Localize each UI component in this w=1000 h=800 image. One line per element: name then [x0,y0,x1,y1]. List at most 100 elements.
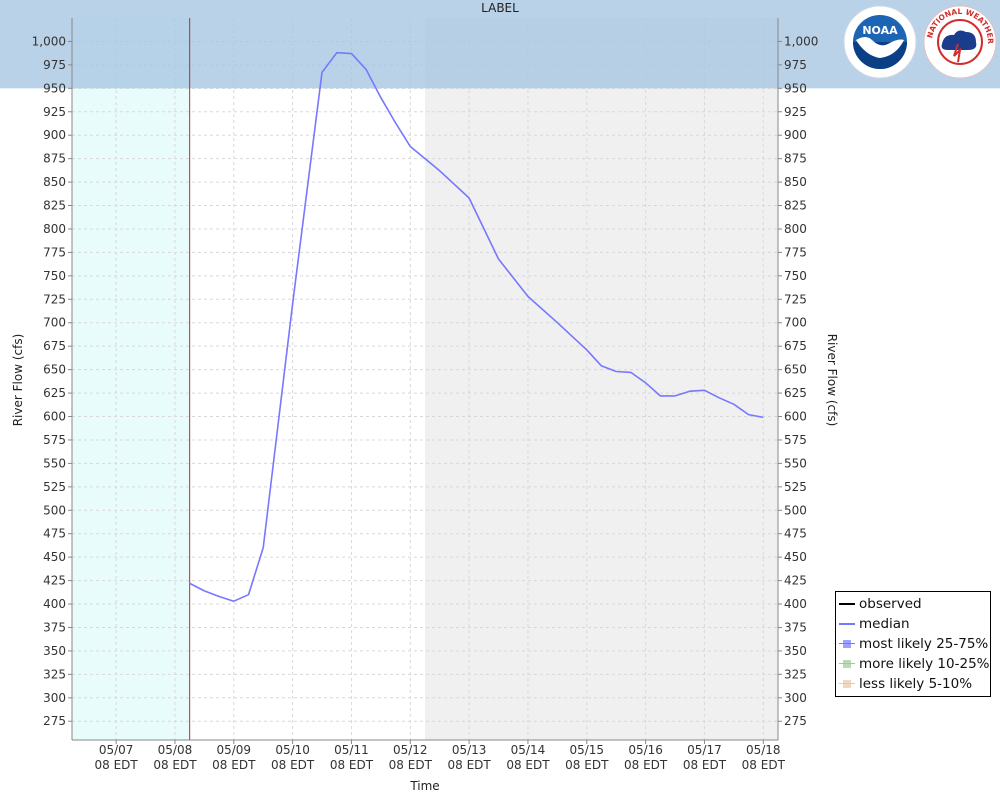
y-tick-label-left: 600 [43,410,66,424]
y-tick-label-left: 775 [43,245,66,259]
y-tick-label-left: 450 [43,550,66,564]
y-tick-label-right: 475 [784,527,807,541]
x-tick-label-date: 05/07 [99,743,134,757]
legend-label: less likely 5-10% [859,676,973,692]
y-tick-label-right: 275 [784,714,807,728]
y-tick-label-right: 325 [784,667,807,681]
y-tick-label-left: 500 [43,503,66,517]
noaa-logo: NOAA [843,5,917,79]
x-tick-label-time: 08 EDT [624,758,668,772]
top-band [0,0,1000,89]
x-tick-label-time: 08 EDT [95,758,139,772]
y-tick-label-left: 675 [43,339,66,353]
legend-label: more likely 10-25% [859,656,990,672]
y-tick-label-left: 725 [43,292,66,306]
legend-swatch [839,598,855,610]
x-tick-label-time: 08 EDT [448,758,492,772]
legend-swatch [839,658,855,670]
y-tick-label-right: 650 [784,363,807,377]
nws-logo: NATIONAL WEATHER SERVICE [922,4,997,79]
x-tick-label-date: 05/17 [687,743,722,757]
grid-layer [72,18,778,740]
y-tick-label-right: 375 [784,620,807,634]
shaded-region-0 [72,18,190,740]
x-tick-label-time: 08 EDT [153,758,197,772]
y-tick-label-right: 500 [784,503,807,517]
x-tick-label-time: 08 EDT [271,758,315,772]
x-tick-label-time: 08 EDT [742,758,786,772]
y-tick-label-left: 375 [43,620,66,634]
legend-label: observed [859,596,922,612]
y-tick-label-right: 425 [784,574,807,588]
chart-title: LABEL [481,1,519,15]
y-tick-label-left: 325 [43,667,66,681]
noaa-logo-text: NOAA [862,24,898,37]
y-tick-label-right: 850 [784,175,807,189]
series-layer [189,18,764,740]
y-tick-label-left: 825 [43,199,66,213]
y-tick-label-right: 975 [784,58,807,72]
x-tick-label-date: 05/15 [569,743,604,757]
y-tick-label-right: 625 [784,386,807,400]
y-tick-label-right: 575 [784,433,807,447]
legend-item-most-likely-25-75-: most likely 25-75% [836,634,990,654]
y-tick-label-left: 275 [43,714,66,728]
y-tick-label-right: 400 [784,597,807,611]
y-tick-label-left: 350 [43,644,66,658]
y-tick-label-left: 425 [43,574,66,588]
background-layer [72,18,778,740]
y-tick-label-right: 800 [784,222,807,236]
y-tick-label-right: 550 [784,456,807,470]
y-tick-label-right: 1,000 [784,34,818,48]
y-tick-label-left: 300 [43,691,66,705]
y-tick-label-right: 900 [784,128,807,142]
legend-item-less-likely-5-10-: less likely 5-10% [836,674,990,694]
y-tick-label-left: 700 [43,316,66,330]
y-tick-label-right: 725 [784,292,807,306]
y-tick-label-left: 550 [43,456,66,470]
legend-label: most likely 25-75% [859,636,989,652]
y-tick-label-right: 825 [784,199,807,213]
y-tick-label-left: 625 [43,386,66,400]
y-tick-label-left: 475 [43,527,66,541]
shaded-region-1 [425,18,778,740]
y-tick-label-right: 700 [784,316,807,330]
y-tick-label-left: 1,000 [32,34,66,48]
x-tick-label-date: 05/10 [275,743,310,757]
legend-swatch [839,618,855,630]
y-tick-label-left: 750 [43,269,66,283]
y-tick-label-right: 450 [784,550,807,564]
y-tick-label-left: 575 [43,433,66,447]
y-tick-label-left: 950 [43,81,66,95]
x-tick-label-date: 05/14 [511,743,546,757]
y-tick-label-right: 675 [784,339,807,353]
legend-label: median [859,616,910,632]
x-tick-label-time: 08 EDT [683,758,727,772]
x-tick-label-date: 05/18 [746,743,781,757]
y-tick-label-right: 925 [784,105,807,119]
legend-swatch [839,678,855,690]
y-tick-label-left: 975 [43,58,66,72]
top-band-layer [0,0,1000,89]
x-tick-label-date: 05/11 [334,743,369,757]
x-tick-label-date: 05/09 [216,743,251,757]
y-tick-label-right: 300 [784,691,807,705]
x-tick-label-date: 05/08 [158,743,193,757]
legend-item-median: median [836,614,990,634]
y-tick-label-left: 800 [43,222,66,236]
x-tick-label-time: 08 EDT [330,758,374,772]
y-tick-label-left: 525 [43,480,66,494]
x-tick-label-time: 08 EDT [565,758,609,772]
y-tick-label-right: 600 [784,410,807,424]
y-tick-label-left: 850 [43,175,66,189]
y-tick-label-right: 950 [784,81,807,95]
legend-swatch [839,638,855,650]
x-tick-label-time: 08 EDT [389,758,433,772]
legend-item-more-likely-10-25-: more likely 10-25% [836,654,990,674]
chart-legend: observed median most likely 25-75% more lik… [835,591,991,697]
y-tick-label-right: 750 [784,269,807,283]
y-tick-label-left: 925 [43,105,66,119]
y-tick-label-right: 350 [784,644,807,658]
